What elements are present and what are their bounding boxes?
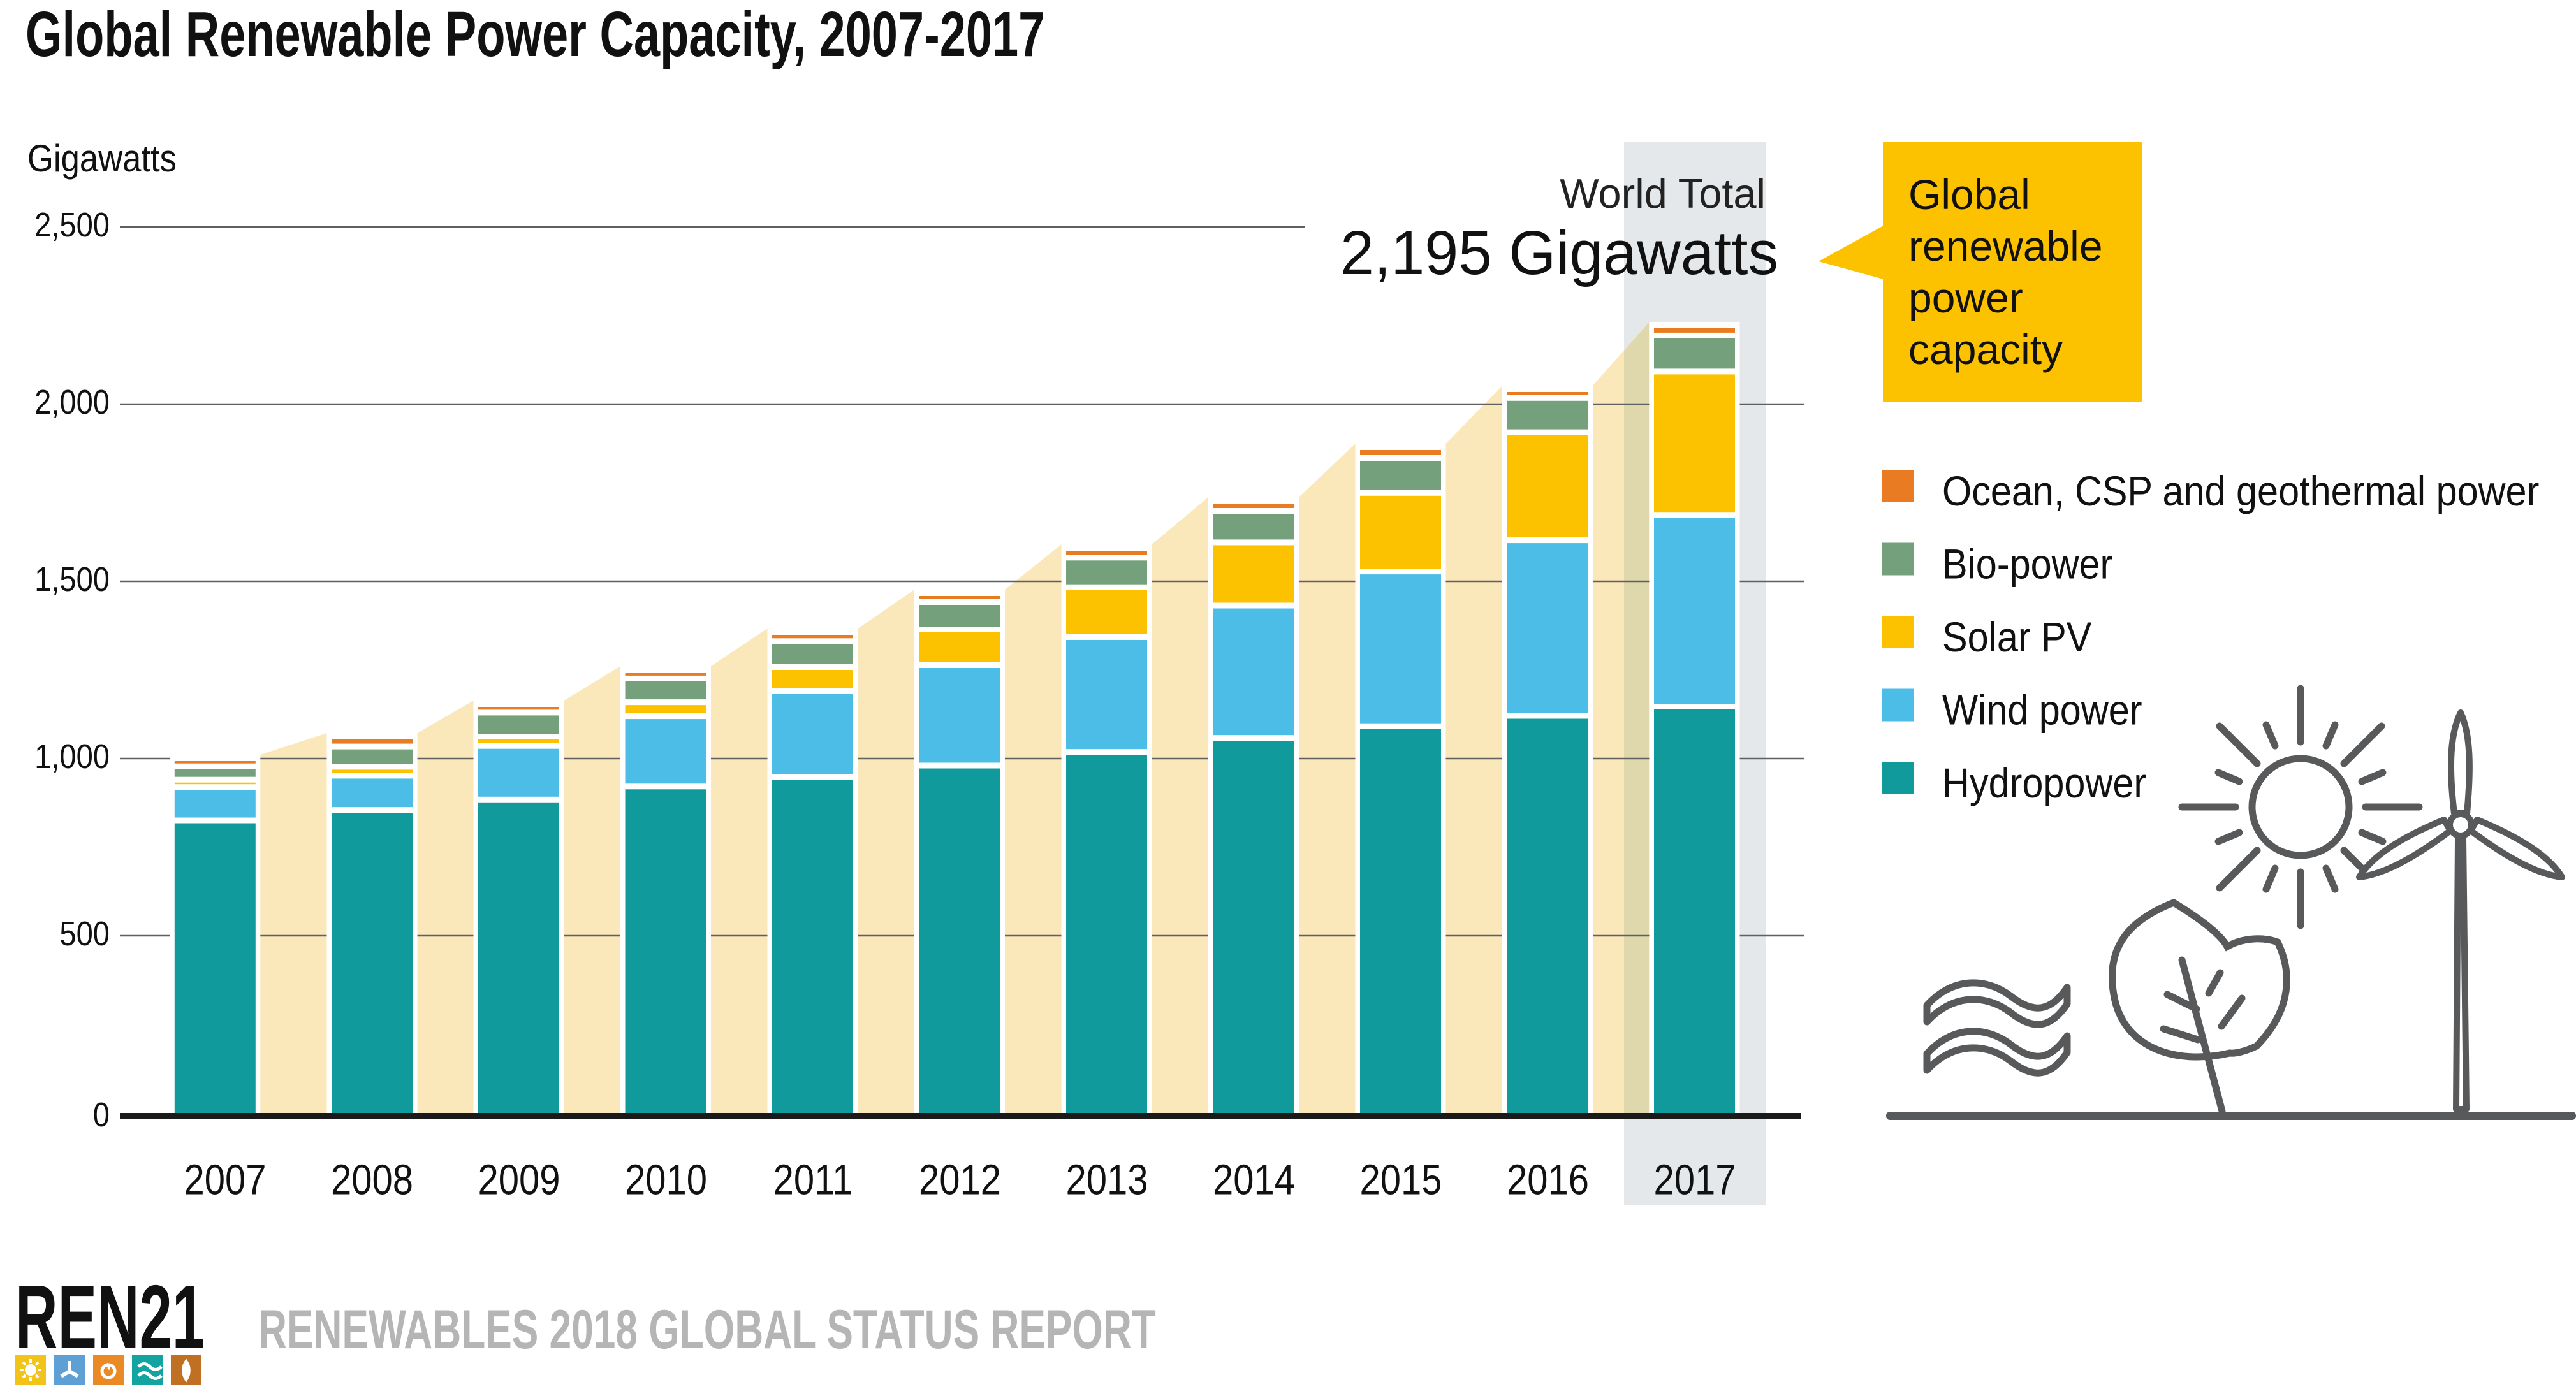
svg-text:2014: 2014 — [1213, 1157, 1295, 1204]
svg-text:1,000: 1,000 — [34, 737, 110, 775]
svg-text:Global Renewable Power Capacit: Global Renewable Power Capacity, 2007-20… — [26, 0, 1044, 70]
svg-text:World Total: World Total — [1560, 170, 1766, 217]
svg-text:2009: 2009 — [478, 1157, 560, 1204]
svg-text:2013: 2013 — [1066, 1157, 1148, 1204]
svg-text:2015: 2015 — [1360, 1157, 1442, 1204]
svg-text:2007: 2007 — [184, 1157, 267, 1204]
svg-text:2,000: 2,000 — [34, 382, 110, 421]
svg-text:Gigawatts: Gigawatts — [27, 137, 177, 180]
svg-text:renewable: renewable — [1908, 222, 2103, 270]
svg-text:2,195 Gigawatts: 2,195 Gigawatts — [1340, 219, 1778, 287]
svg-text:Hydropower: Hydropower — [1942, 760, 2146, 807]
svg-text:2010: 2010 — [625, 1157, 707, 1204]
svg-text:power: power — [1908, 274, 2023, 321]
svg-text:capacity: capacity — [1908, 326, 2063, 373]
svg-text:RENEWABLES 2018 GLOBAL STATUS: RENEWABLES 2018 GLOBAL STATUS REPORT — [258, 1298, 1156, 1360]
svg-text:Global: Global — [1908, 171, 2030, 218]
svg-text:Bio-power: Bio-power — [1942, 541, 2112, 588]
svg-text:Ocean, CSP and geothermal powe: Ocean, CSP and geothermal power — [1942, 468, 2539, 515]
svg-text:500: 500 — [59, 914, 110, 952]
svg-text:2011: 2011 — [773, 1157, 853, 1204]
svg-text:2017: 2017 — [1654, 1157, 1736, 1204]
svg-text:Wind power: Wind power — [1942, 687, 2142, 734]
svg-text:2008: 2008 — [331, 1157, 413, 1204]
svg-text:0: 0 — [93, 1095, 110, 1133]
svg-text:REN21: REN21 — [15, 1267, 205, 1368]
svg-text:2016: 2016 — [1507, 1157, 1589, 1204]
svg-text:2,500: 2,500 — [34, 205, 110, 244]
svg-text:2012: 2012 — [919, 1157, 1001, 1204]
svg-text:1,500: 1,500 — [34, 560, 110, 598]
svg-text:Solar PV: Solar PV — [1942, 614, 2091, 661]
